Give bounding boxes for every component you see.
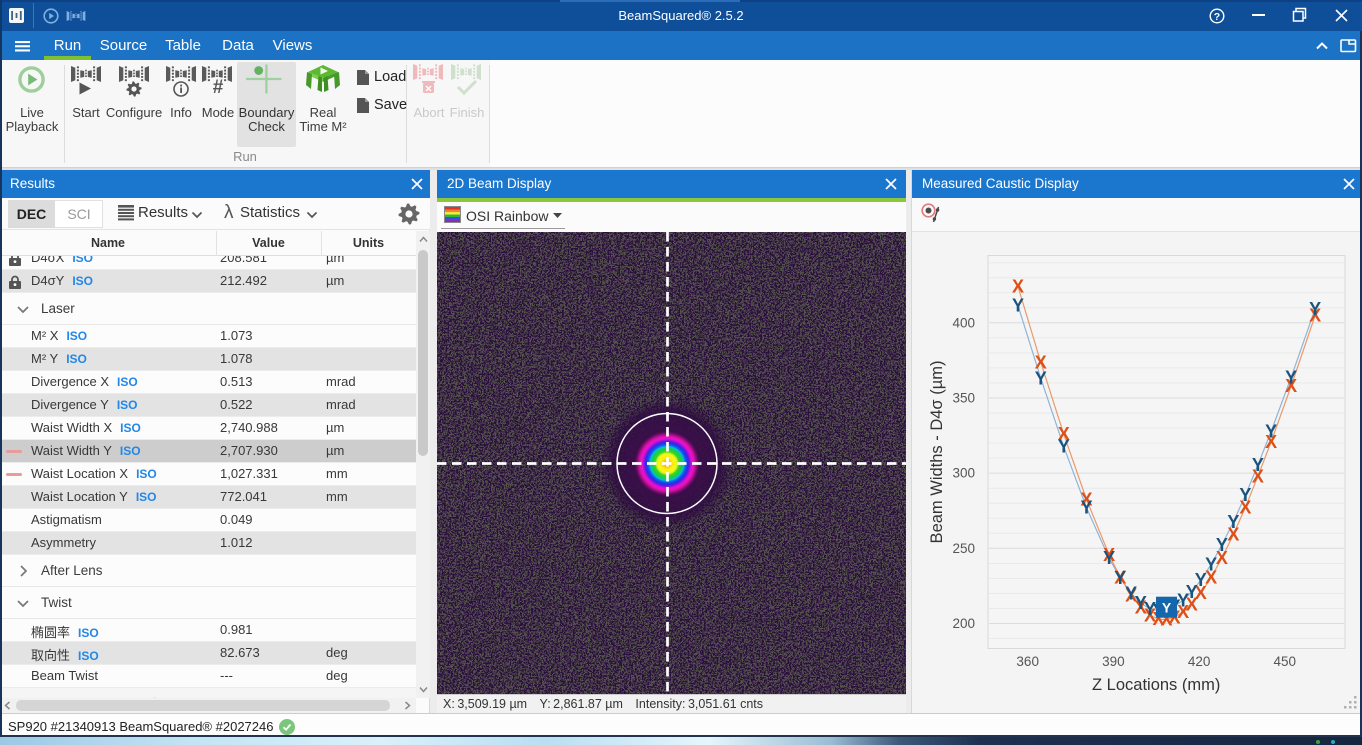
svg-text:X: X — [1114, 567, 1126, 587]
svg-text:X: X — [1035, 352, 1047, 372]
svg-text:X: X — [1252, 466, 1264, 486]
svg-text:420: 420 — [1188, 654, 1211, 669]
svg-text:400: 400 — [952, 315, 975, 330]
svg-text:300: 300 — [952, 466, 975, 481]
svg-text:Y: Y — [1205, 554, 1217, 574]
svg-text:450: 450 — [1274, 654, 1297, 669]
svg-text:X: X — [1309, 306, 1321, 326]
svg-text:Y: Y — [1144, 599, 1156, 619]
svg-text:Y: Y — [1252, 455, 1264, 475]
svg-text:X: X — [1205, 568, 1217, 588]
svg-text:390: 390 — [1102, 654, 1125, 669]
svg-text:360: 360 — [1016, 654, 1039, 669]
svg-text:X: X — [1125, 585, 1137, 605]
svg-text:Y: Y — [1186, 582, 1198, 602]
svg-text:Y: Y — [1177, 590, 1189, 610]
svg-text:X: X — [1080, 490, 1092, 510]
svg-text:Y: Y — [1162, 600, 1172, 616]
svg-text:Y: Y — [1125, 583, 1137, 603]
svg-text:X: X — [1186, 594, 1198, 614]
svg-text:250: 250 — [952, 541, 975, 556]
svg-text:X: X — [1216, 548, 1228, 568]
svg-text:Y: Y — [1195, 570, 1207, 590]
svg-text:X: X — [1177, 602, 1189, 622]
svg-text:X: X — [1012, 277, 1024, 297]
svg-text:Y: Y — [1227, 512, 1239, 532]
svg-text:Y: Y — [1058, 436, 1070, 456]
svg-text:?: ? — [1214, 11, 1220, 23]
svg-text:Z Locations (mm): Z Locations (mm) — [1092, 676, 1220, 694]
svg-text:X: X — [1227, 525, 1239, 545]
svg-text:Y: Y — [1103, 548, 1115, 568]
svg-text:Y: Y — [1216, 535, 1228, 555]
svg-text:Y: Y — [1080, 498, 1092, 518]
svg-text:Beam Widths - D4σ (µm): Beam Widths - D4σ (µm) — [928, 361, 946, 544]
svg-text:X: X — [1135, 598, 1147, 618]
svg-text:X: X — [1195, 583, 1207, 603]
svg-text:Y: Y — [1035, 368, 1047, 388]
svg-text:X: X — [1144, 605, 1156, 625]
svg-text:X: X — [1265, 432, 1277, 452]
svg-text:Y: Y — [1135, 593, 1147, 613]
svg-text:X: X — [1285, 376, 1297, 396]
svg-text:X: X — [1239, 497, 1251, 517]
svg-text:200: 200 — [952, 616, 975, 631]
svg-text:Y: Y — [1265, 422, 1277, 442]
svg-text:350: 350 — [952, 391, 975, 406]
svg-text:X: X — [1103, 545, 1115, 565]
svg-text:Y: Y — [1239, 485, 1251, 505]
svg-text:X: X — [1058, 424, 1070, 444]
svg-text:Y: Y — [1114, 568, 1126, 588]
svg-text:Y: Y — [1309, 299, 1321, 319]
svg-text:Y: Y — [1012, 296, 1024, 316]
svg-text:Y: Y — [1285, 367, 1297, 387]
